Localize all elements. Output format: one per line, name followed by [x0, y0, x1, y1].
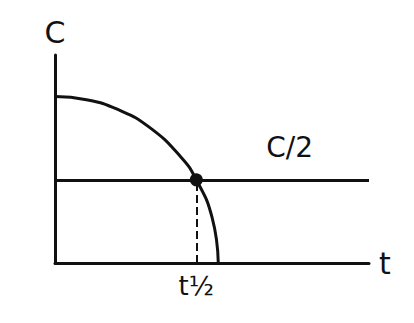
svg-text:C/2: C/2: [266, 131, 313, 164]
svg-text:t½: t½: [179, 271, 214, 301]
svg-text:C: C: [45, 15, 66, 50]
svg-text:t: t: [379, 246, 391, 281]
